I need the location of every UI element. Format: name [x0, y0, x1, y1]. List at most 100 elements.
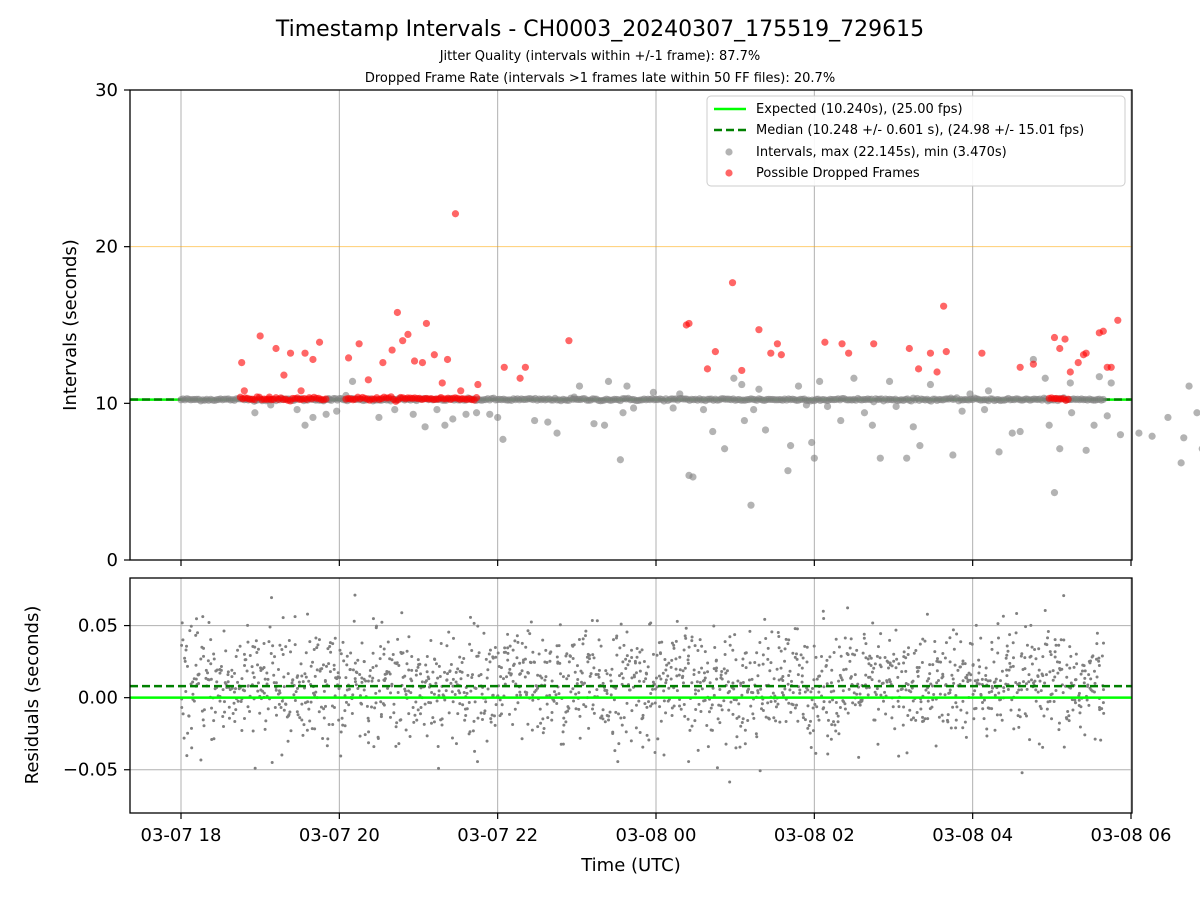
interval-point: [1148, 432, 1156, 440]
residual-point: [664, 681, 668, 685]
residual-point: [212, 657, 216, 661]
residual-point: [876, 645, 880, 649]
interval-point: [494, 413, 502, 422]
residual-point: [1033, 679, 1037, 683]
residual-point: [263, 677, 267, 681]
interval-point: [823, 402, 832, 411]
residual-point: [374, 691, 378, 695]
residual-point: [815, 705, 819, 709]
residual-point: [1020, 652, 1024, 656]
residual-point: [445, 672, 449, 676]
residual-point: [1100, 654, 1104, 658]
residual-point: [1025, 643, 1029, 647]
residual-point: [795, 703, 799, 707]
residual-point: [191, 680, 195, 684]
residual-point: [686, 654, 690, 658]
residual-point: [545, 660, 549, 664]
interval-point: [669, 404, 677, 412]
residual-point: [434, 662, 438, 666]
residual-point: [561, 730, 565, 734]
residual-point: [1046, 636, 1050, 640]
residual-point: [1082, 681, 1086, 685]
residual-point: [975, 681, 979, 685]
residual-point: [703, 698, 707, 702]
residual-point: [829, 681, 833, 685]
residual-point: [778, 720, 782, 724]
residual-point: [672, 643, 676, 647]
residual-point: [470, 673, 474, 677]
residual-point: [544, 648, 548, 652]
residual-point: [954, 694, 958, 698]
residual-point: [617, 712, 621, 716]
residual-point: [1020, 771, 1024, 775]
residual-point: [641, 745, 645, 749]
residual-point: [429, 721, 433, 725]
residual-point: [784, 637, 788, 641]
residual-point: [861, 651, 865, 655]
residual-point: [493, 646, 497, 650]
residual-point: [1099, 738, 1103, 742]
interval-point: [903, 454, 911, 462]
residual-point: [325, 744, 329, 748]
residual-point: [828, 655, 832, 659]
residual-point: [558, 623, 562, 627]
residual-point: [422, 722, 426, 726]
residual-point: [728, 643, 732, 647]
dropped-frame-point: [940, 302, 948, 310]
residual-point: [728, 689, 732, 693]
residual-point: [768, 669, 772, 673]
residual-point: [408, 734, 412, 738]
interval-point: [721, 445, 729, 453]
residual-point: [403, 689, 407, 693]
residual-point: [1023, 656, 1027, 660]
residual-point: [485, 739, 489, 743]
residual-point: [888, 680, 892, 684]
residual-point: [868, 654, 872, 658]
residual-point: [1068, 666, 1072, 670]
residual-point: [647, 738, 651, 742]
residual-point: [706, 670, 710, 674]
residual-point: [970, 642, 974, 646]
residual-point: [424, 679, 428, 683]
residual-point: [831, 698, 835, 702]
residual-point: [488, 660, 492, 664]
residual-point: [666, 674, 670, 678]
interval-point: [391, 406, 399, 414]
residual-point: [600, 714, 604, 718]
residual-point: [453, 693, 457, 697]
residual-point: [958, 665, 962, 669]
residual-point: [1069, 681, 1073, 685]
residual-point: [589, 672, 593, 676]
residual-point: [914, 649, 918, 653]
residual-point: [265, 671, 269, 675]
residual-point: [574, 707, 578, 711]
residual-point: [218, 671, 222, 675]
residual-point: [1092, 690, 1096, 694]
residual-point: [619, 622, 623, 626]
residual-point: [506, 658, 510, 662]
residual-point: [470, 649, 474, 653]
residual-point: [299, 662, 303, 666]
residual-point: [817, 718, 821, 722]
residual-point: [1092, 669, 1096, 673]
residual-point: [956, 668, 960, 672]
residual-point: [941, 674, 945, 678]
residual-point: [756, 691, 760, 695]
residual-point: [407, 635, 411, 639]
residual-point: [1045, 643, 1049, 647]
residual-point: [1045, 707, 1049, 711]
residual-point: [465, 691, 469, 695]
bottom-x-tick-label: 03-07 22: [457, 825, 538, 846]
residual-point: [670, 713, 674, 717]
residual-point: [382, 647, 386, 651]
residual-point: [731, 681, 735, 685]
residual-point: [491, 656, 495, 660]
residual-point: [271, 661, 275, 665]
residual-point: [630, 648, 634, 652]
residual-point: [238, 644, 242, 648]
residual-point: [341, 723, 345, 727]
residual-point: [272, 673, 276, 677]
residual-point: [590, 707, 594, 711]
residual-point: [511, 679, 515, 683]
residual-point: [461, 703, 465, 707]
